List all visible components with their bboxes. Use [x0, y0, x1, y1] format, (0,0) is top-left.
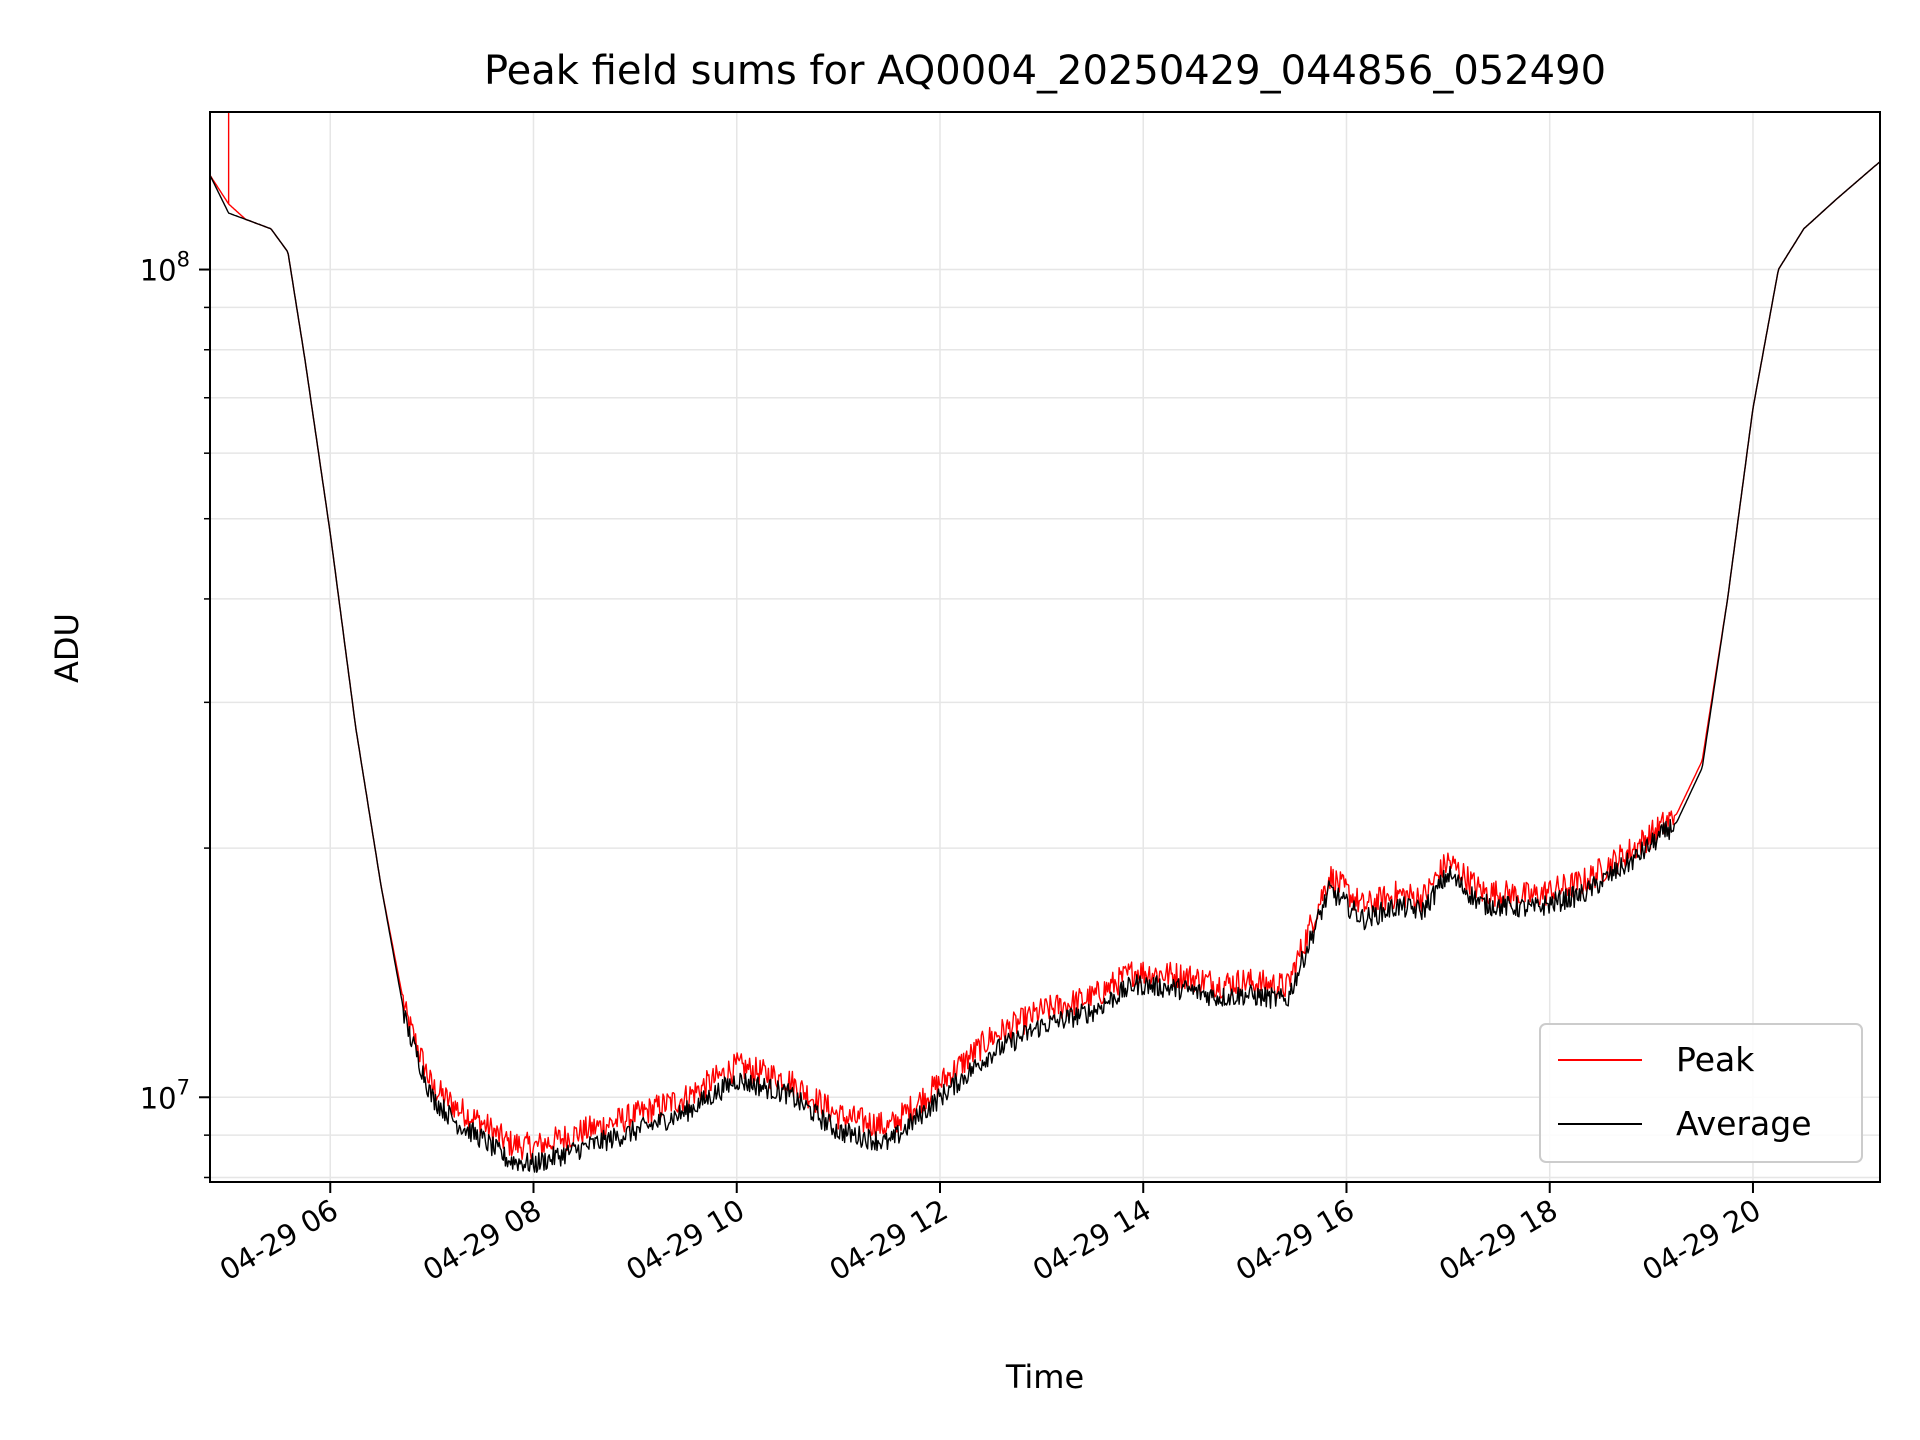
legend-box	[1539, 1023, 1863, 1163]
y-tick-base: 10	[140, 1081, 177, 1115]
legend: Peak Average	[1539, 1023, 1863, 1163]
x-axis-label: Time	[1005, 1358, 1084, 1396]
y-tick-base: 10	[140, 254, 177, 288]
legend-label-average: Average	[1676, 1104, 1812, 1143]
legend-label-peak: Peak	[1676, 1040, 1755, 1079]
y-tick-exponent: 8	[177, 248, 190, 272]
y-tick-label: 107	[140, 1075, 190, 1115]
y-tick-label: 108	[140, 248, 190, 288]
chart-title: Peak field sums for AQ0004_20250429_0448…	[484, 48, 1606, 94]
y-axis-label: ADU	[48, 613, 86, 683]
plot-frame	[209, 111, 1881, 1183]
y-tick-exponent: 7	[177, 1075, 190, 1099]
series-line-average	[209, 161, 1881, 1173]
series-layer	[209, 112, 1881, 1173]
series-line-peak	[209, 161, 1881, 1162]
